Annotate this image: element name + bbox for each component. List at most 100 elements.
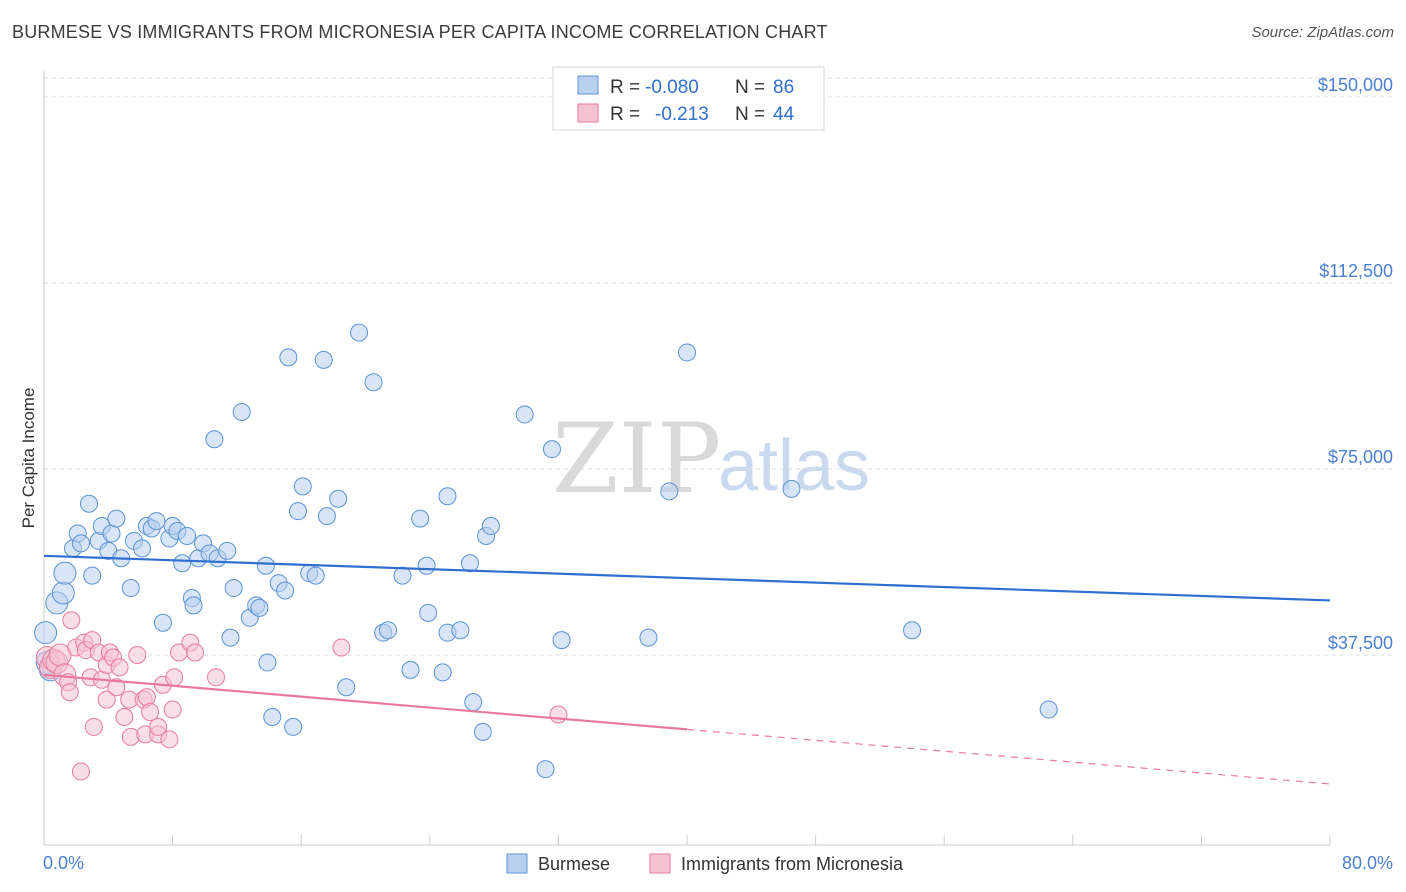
data-point: [165, 668, 184, 687]
data-point: [464, 693, 483, 712]
y-tick-labels: $37,500 $75,000 $112,500 $150,000: [1318, 75, 1393, 653]
data-point: [332, 638, 351, 657]
data-point: [115, 708, 134, 726]
data-point: [288, 502, 307, 521]
y-tick-label: $150,000: [1318, 75, 1393, 95]
data-point: [552, 631, 571, 650]
data-point: [141, 703, 160, 722]
data-point: [903, 621, 922, 640]
y-tick-label: $112,500: [1319, 261, 1393, 281]
data-point: [1039, 700, 1058, 719]
data-point: [411, 509, 430, 528]
series-legend-swatch-micronesia: [649, 853, 671, 874]
data-point: [250, 598, 269, 617]
data-point: [279, 348, 298, 367]
data-point: [224, 579, 243, 598]
data-point: [80, 494, 99, 513]
data-point: [51, 581, 75, 605]
gridlines: [44, 77, 1395, 656]
data-point: [473, 722, 492, 741]
chart-source: Source: ZipAtlas.com: [1251, 24, 1394, 41]
data-point: [660, 482, 679, 501]
data-point: [542, 440, 561, 459]
data-point: [53, 561, 77, 585]
data-point: [205, 430, 224, 449]
legend-n-label-burmese: N =: [735, 77, 765, 98]
series-legend-label-micronesia: Immigrants from Micronesia: [681, 854, 904, 874]
data-point: [147, 512, 166, 531]
y-tick-label: $37,500: [1328, 633, 1393, 653]
data-point: [207, 668, 226, 687]
data-point: [83, 566, 102, 585]
legend-swatch-burmese: [577, 75, 599, 95]
trendline: [43, 673, 688, 731]
data-point: [107, 678, 126, 697]
x-tick-label-min: 0.0%: [43, 853, 84, 873]
data-point: [451, 621, 470, 640]
data-point: [678, 343, 696, 362]
trendlines: [43, 554, 1331, 785]
trendline: [686, 728, 1331, 785]
series-legend-label-burmese: Burmese: [538, 854, 610, 874]
x-ticks: [43, 835, 1331, 845]
data-point: [419, 603, 438, 622]
watermark: ZIP atlas: [552, 403, 870, 515]
data-point: [401, 660, 420, 679]
data-point: [110, 658, 129, 677]
data-point: [337, 678, 356, 697]
data-point: [317, 507, 336, 526]
data-point: [433, 663, 452, 682]
data-point: [137, 688, 156, 707]
data-point: [293, 477, 312, 496]
data-point: [60, 683, 79, 702]
micronesia-points: [35, 611, 568, 781]
y-tick-label: $75,000: [1328, 447, 1393, 467]
data-point: [173, 554, 192, 573]
data-point: [71, 534, 90, 553]
data-point: [515, 405, 534, 424]
data-point: [276, 581, 295, 600]
y-axis-title: Per Capita Income: [19, 388, 38, 529]
data-point: [417, 556, 436, 575]
data-point: [221, 628, 240, 647]
data-point: [263, 708, 282, 726]
data-point: [163, 700, 182, 719]
legend-r-label-micronesia: R =: [610, 104, 640, 125]
data-point: [121, 579, 140, 598]
data-point: [329, 489, 348, 508]
data-point: [71, 762, 90, 781]
data-point: [34, 621, 58, 645]
data-point: [97, 690, 116, 709]
data-point: [639, 628, 658, 647]
data-point: [481, 517, 500, 536]
trendline: [43, 554, 1331, 602]
data-point: [184, 596, 203, 615]
data-point: [393, 566, 412, 585]
data-point: [314, 350, 333, 369]
data-point: [102, 524, 121, 543]
data-point: [84, 717, 103, 736]
data-point: [149, 717, 168, 736]
data-point: [460, 554, 479, 573]
data-point: [284, 717, 303, 736]
correlation-legend: R = -0.080 N = 86 R = -0.213 N = 44: [552, 66, 825, 131]
data-point: [62, 611, 81, 630]
legend-r-value-burmese: -0.080: [645, 77, 699, 98]
data-point: [133, 539, 152, 558]
data-point: [438, 487, 457, 506]
series-legend-swatch-burmese: [506, 853, 528, 874]
chart-title: BURMESE VS IMMIGRANTS FROM MICRONESIA PE…: [12, 22, 828, 42]
data-point: [549, 705, 568, 724]
legend-swatch-micronesia: [577, 103, 599, 123]
data-point: [218, 541, 237, 560]
data-point: [364, 373, 383, 392]
data-point: [379, 621, 398, 640]
legend-n-label-micronesia: N =: [735, 104, 765, 125]
burmese-points: [34, 323, 1058, 779]
data-point: [128, 646, 147, 664]
legend-n-value-burmese: 86: [773, 77, 794, 98]
data-point: [258, 653, 277, 672]
x-tick-label-max: 80.0%: [1342, 853, 1393, 873]
data-point: [160, 730, 179, 749]
